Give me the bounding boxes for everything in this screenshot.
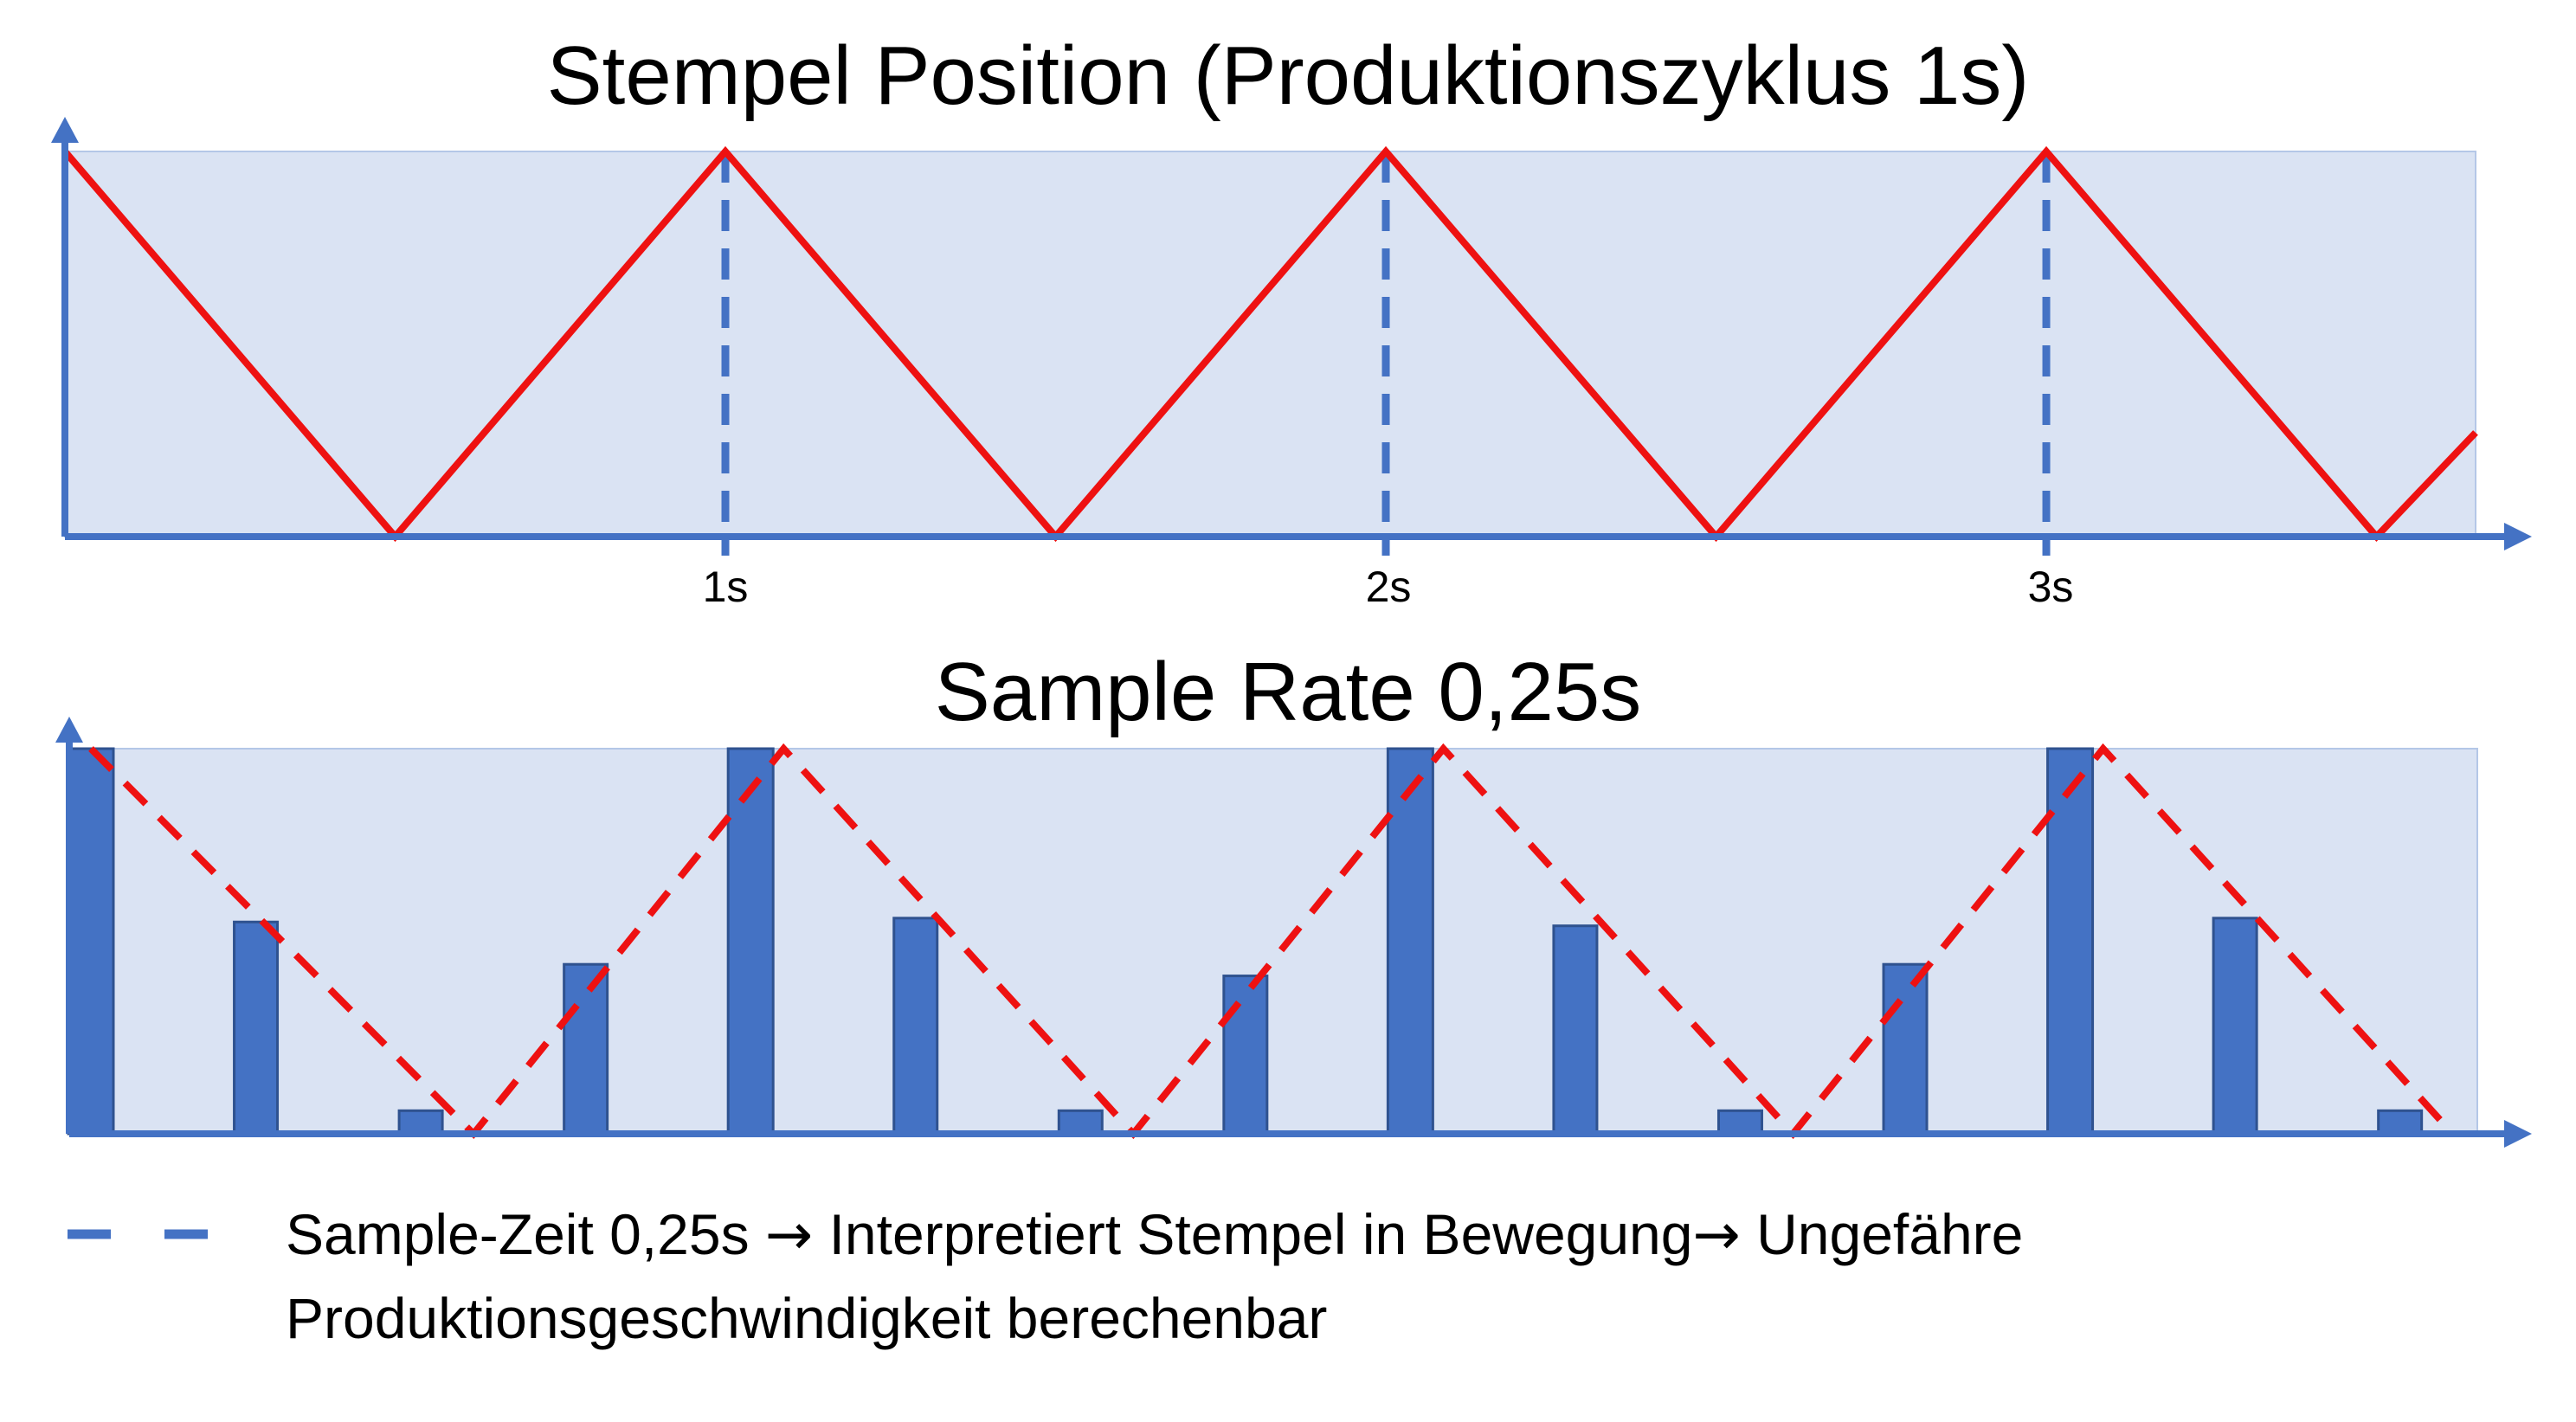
tick-label-3s: 3s — [2027, 563, 2074, 611]
arrow-right-icon: → — [1692, 1201, 1741, 1268]
top-y-axis-arrow-icon — [51, 117, 79, 143]
tick-label-2s: 2s — [1365, 563, 1412, 611]
bottom-y-axis-arrow-icon — [55, 717, 83, 743]
top-position-line — [61, 145, 2478, 543]
sample-bar-5 — [726, 747, 775, 1136]
legend-dash-sample — [68, 1229, 215, 1239]
legend-part-3: Ungefähre — [1756, 1202, 2024, 1266]
sample-bar-10 — [1552, 924, 1599, 1136]
tick-label-1s: 1s — [702, 563, 749, 611]
sample-bar-11 — [1716, 1109, 1763, 1136]
bottom-chart-title: Sample Rate 0,25s — [934, 646, 1642, 738]
sample-bar-15 — [2377, 1109, 2424, 1136]
sample-bar-14 — [2212, 917, 2258, 1136]
legend-text: Sample-Zeit 0,25s → Interpretiert Stempe… — [286, 1193, 2502, 1360]
legend-part-1: Sample-Zeit 0,25s — [286, 1202, 750, 1266]
sample-bar-1 — [67, 747, 115, 1136]
sample-bar-8 — [1222, 975, 1269, 1136]
sample-bar-6 — [892, 917, 939, 1136]
top-x-axis-arrow-icon — [2504, 523, 2532, 550]
top-plot-area — [64, 151, 2476, 537]
legend-part-2: Interpretiert Stempel in Bewegung — [828, 1202, 1693, 1266]
sample-bar-3 — [397, 1109, 444, 1136]
sample-bar-13 — [2046, 747, 2095, 1136]
top-chart — [51, 117, 2532, 556]
sample-bar-9 — [1386, 747, 1434, 1136]
arrow-right-icon: → — [764, 1201, 814, 1268]
sample-bar-7 — [1057, 1109, 1104, 1136]
legend-line-2: Produktionsgeschwindigkeit berechenbar — [286, 1286, 1328, 1350]
sample-bar-12 — [1882, 962, 1929, 1136]
bottom-chart — [55, 717, 2532, 1148]
sample-bar-4 — [563, 962, 609, 1136]
bottom-x-axis-arrow-icon — [2504, 1120, 2532, 1148]
sample-bar-2 — [233, 920, 280, 1136]
top-chart-title: Stempel Position (Produktionszyklus 1s) — [546, 29, 2030, 122]
bottom-plot-area — [68, 748, 2478, 1135]
bottom-dashed-position-line — [88, 743, 2456, 1140]
